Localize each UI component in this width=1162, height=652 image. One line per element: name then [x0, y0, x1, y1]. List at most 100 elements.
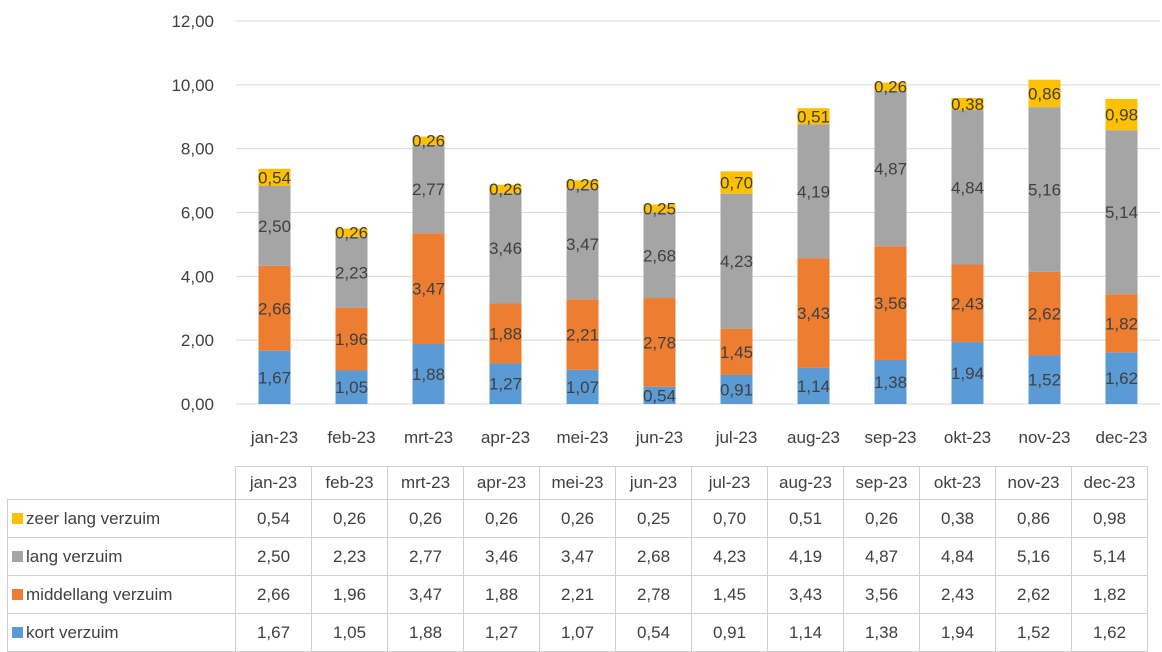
bar-segment [643, 298, 676, 387]
y-axis-ticks: 0,00 2,00 4,00 6,00 8,00 10,00 12,00 [171, 12, 214, 414]
table-cell: 1,52 [995, 613, 1072, 652]
data-label: 5,14 [1105, 203, 1138, 222]
legend-label: kort verzuim [26, 622, 119, 642]
bar-segment [874, 90, 907, 247]
bar-segment [951, 110, 984, 265]
bar-segment [1028, 107, 1061, 272]
table-cell: 0,26 [311, 499, 388, 538]
x-tick-label: mei-23 [557, 428, 609, 447]
x-tick-label: okt-23 [944, 428, 991, 447]
bar-segment [258, 168, 291, 187]
data-label: 2,77 [412, 180, 445, 199]
table-cell: 2,77 [387, 537, 464, 576]
table-cell: 0,26 [463, 499, 540, 538]
data-label: 0,70 [720, 173, 753, 192]
table-cell: 1,96 [311, 575, 388, 614]
bar-segment [566, 180, 599, 189]
legend-swatch [12, 626, 23, 638]
bar-segment [797, 108, 830, 125]
bar-segment [951, 342, 984, 404]
table-cell: 1,62 [1071, 613, 1148, 652]
data-label: 0,54 [258, 168, 291, 187]
table-cell: 1,94 [919, 613, 996, 652]
data-label: 4,87 [874, 160, 907, 179]
table-header-row: jan-23 feb-23 mrt-23 apr-23 mei-23 jun-23 jul-… [7, 466, 1148, 500]
bar-segment [797, 124, 830, 259]
data-label: 0,26 [489, 180, 522, 199]
data-label: 2,21 [566, 326, 599, 345]
data-label: 2,66 [258, 299, 291, 318]
data-label: 0,51 [797, 107, 830, 126]
table-header-cell: apr-23 [463, 466, 540, 500]
data-label: 1,94 [951, 364, 984, 383]
bar-segment [1028, 271, 1061, 356]
data-label: 0,91 [720, 380, 753, 399]
data-label: 1,62 [1105, 369, 1138, 388]
table-cell: 4,87 [843, 537, 920, 576]
table-header-cell: sep-23 [843, 466, 920, 500]
y-tick-label: 2,00 [181, 331, 214, 350]
x-tick-label: jan-23 [250, 428, 298, 447]
bar-segment [720, 193, 753, 329]
bar-segment [874, 82, 907, 91]
table-cell: 1,82 [1071, 575, 1148, 614]
bar-segment [335, 307, 368, 371]
table-cell: 1,88 [387, 613, 464, 652]
data-label: 0,26 [566, 175, 599, 194]
x-tick-label: jul-23 [715, 428, 758, 447]
table-cell: 1,38 [843, 613, 920, 652]
table-cell: 2,62 [995, 575, 1072, 614]
data-label: 2,23 [335, 263, 368, 282]
bar-segment [258, 265, 291, 351]
legend-swatch [12, 588, 23, 600]
table-row-label: lang verzuim [7, 537, 236, 576]
y-tick-label: 10,00 [171, 76, 214, 95]
table-cell: 4,19 [767, 537, 844, 576]
table-cell: 2,68 [615, 537, 692, 576]
data-label: 1,82 [1105, 314, 1138, 333]
table-cell: 0,98 [1071, 499, 1148, 538]
table-row: middellang verzuim 2,66 1,96 3,47 1,88 2,21 2,… [7, 575, 1148, 614]
bar-segment [1105, 352, 1138, 404]
data-label: 1,96 [335, 330, 368, 349]
table-cell: 0,91 [691, 613, 768, 652]
table-corner [7, 466, 236, 500]
data-label: 3,47 [566, 235, 599, 254]
data-label: 0,26 [412, 132, 445, 151]
bar-segment [489, 303, 522, 364]
table-cell: 1,14 [767, 613, 844, 652]
bar-segment [258, 350, 291, 404]
data-label: 1,05 [335, 378, 368, 397]
y-tick-label: 6,00 [181, 204, 214, 223]
bar-segment [951, 264, 984, 343]
table-cell: 1,05 [311, 613, 388, 652]
table-header-cell: mei-23 [539, 466, 616, 500]
table-header-cell: nov-23 [995, 466, 1072, 500]
bar-segment [1028, 79, 1061, 108]
table-cell: 3,47 [539, 537, 616, 576]
x-tick-label: mrt-23 [404, 428, 453, 447]
data-label: 1,14 [797, 377, 830, 396]
table-cell: 2,78 [615, 575, 692, 614]
table-header-cell: mrt-23 [387, 466, 464, 500]
bar-segment [643, 212, 676, 299]
table-cell: 4,84 [919, 537, 996, 576]
x-axis-ticks: jan-23 feb-23 mrt-23 apr-23 mei-23 jun-23 jul-… [250, 428, 1148, 447]
bar-segment [1105, 294, 1138, 353]
table-cell: 2,23 [311, 537, 388, 576]
table-header-cell: aug-23 [767, 466, 844, 500]
table-header-cell: dec-23 [1071, 466, 1148, 500]
table-row: zeer lang verzuim 0,54 0,26 0,26 0,26 0,26 0,2… [7, 499, 1148, 538]
table-cell: 1,88 [463, 575, 540, 614]
data-label: 3,47 [412, 280, 445, 299]
bar-segment [951, 97, 984, 111]
table-cell: 0,51 [767, 499, 844, 538]
data-label: 3,43 [797, 304, 830, 323]
data-label: 4,23 [720, 252, 753, 271]
data-label: 0,54 [643, 386, 676, 405]
data-label: 4,84 [951, 178, 984, 197]
data-label: 1,27 [489, 375, 522, 394]
bar-segment [412, 233, 445, 344]
legend-swatch [12, 512, 23, 524]
table-header-cell: jan-23 [235, 466, 312, 500]
